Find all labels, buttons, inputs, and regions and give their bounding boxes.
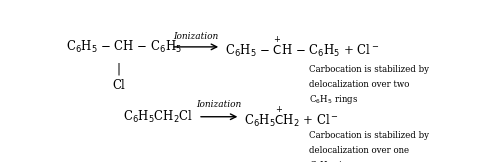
Text: Ionization: Ionization — [174, 32, 219, 41]
Text: C$_6$H$_5$$\overset{+}{\mathrm{C}}$H$_2$ + Cl$^-$: C$_6$H$_5$$\overset{+}{\mathrm{C}}$H$_2$… — [244, 105, 339, 129]
Text: C$_6$H$_5$ $-$ $\overset{+}{\mathrm{C}}$H $-$ C$_6$H$_5$ + Cl$^-$: C$_6$H$_5$ $-$ $\overset{+}{\mathrm{C}}$… — [225, 35, 379, 59]
Text: C$_6$H$_5$ ring: C$_6$H$_5$ ring — [309, 159, 354, 162]
Text: Carbocation is stabilized by: Carbocation is stabilized by — [309, 65, 429, 74]
Text: $|$: $|$ — [116, 61, 121, 77]
Text: Cl: Cl — [112, 79, 125, 92]
Text: Carbocation is stabilized by: Carbocation is stabilized by — [309, 131, 429, 140]
Text: Ionization: Ionization — [197, 100, 242, 109]
Text: C$_6$H$_5$CH$_2$Cl: C$_6$H$_5$CH$_2$Cl — [123, 109, 193, 125]
Text: C$_6$H$_5$ rings: C$_6$H$_5$ rings — [309, 93, 358, 106]
Text: C$_6$H$_5$ $-$ CH $-$ C$_6$H$_5$: C$_6$H$_5$ $-$ CH $-$ C$_6$H$_5$ — [66, 39, 182, 55]
Text: delocalization over two: delocalization over two — [309, 80, 410, 89]
Text: delocalization over one: delocalization over one — [309, 146, 409, 155]
